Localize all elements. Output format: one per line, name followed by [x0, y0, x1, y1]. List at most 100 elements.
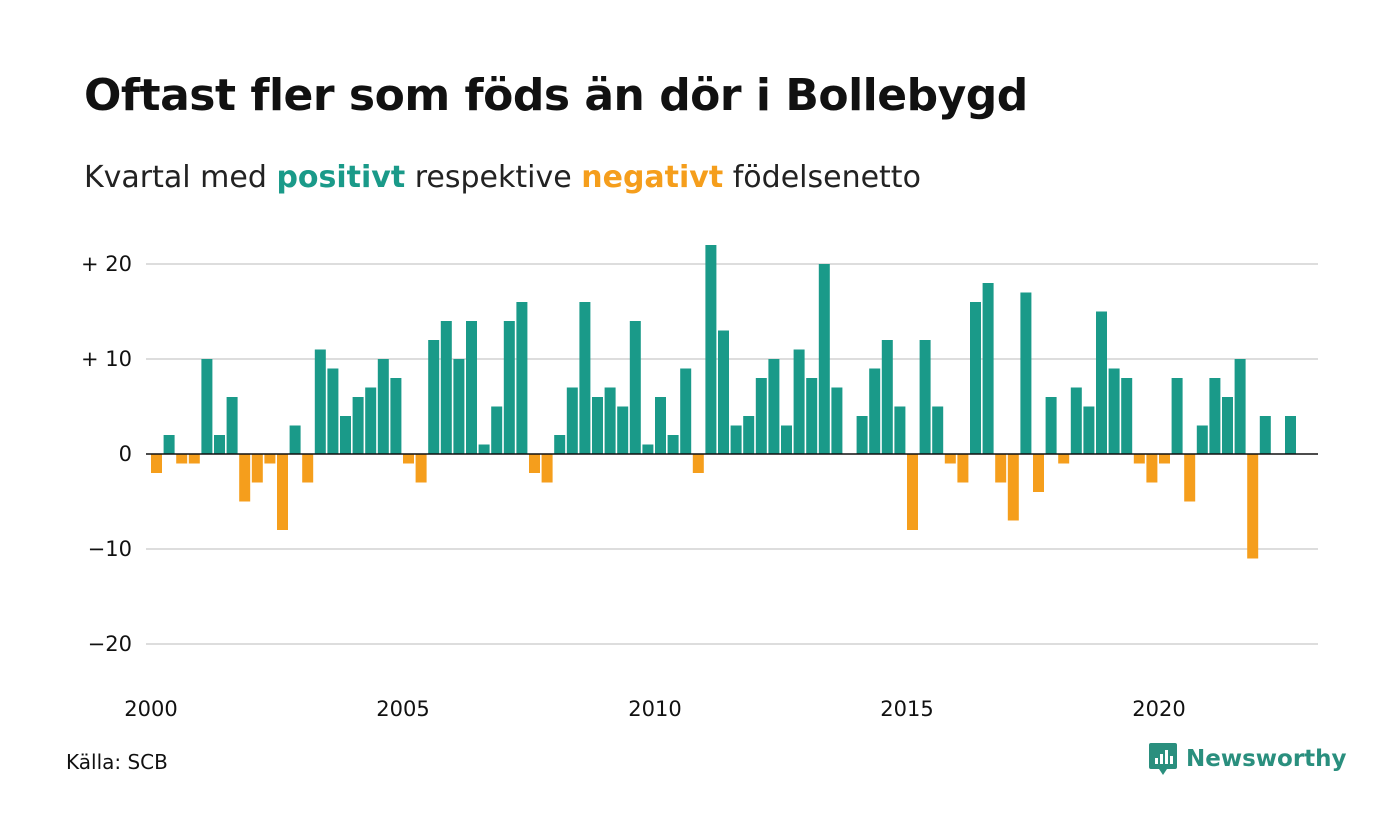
bar [289, 425, 301, 454]
bar [617, 406, 629, 454]
bar [781, 425, 792, 454]
bar [1108, 368, 1120, 454]
chart-title: Oftast fler som föds än dör i Bollebygd [84, 70, 1028, 121]
x-tick-label: 2005 [376, 697, 429, 721]
bar [327, 368, 339, 454]
bar [970, 302, 981, 454]
y-tick-label: 0 [119, 442, 132, 466]
y-tick-label: −20 [88, 632, 132, 656]
bar [957, 454, 969, 483]
brand-logo: Newsworthy [1148, 742, 1347, 776]
bar [1159, 454, 1170, 464]
bar [1121, 378, 1133, 454]
source-note: Källa: SCB [66, 750, 168, 774]
bar [503, 321, 515, 454]
bar [629, 321, 641, 454]
brand-name: Newsworthy [1186, 746, 1347, 772]
bar [818, 264, 830, 454]
bar [516, 302, 528, 454]
bar [1096, 311, 1107, 454]
bar [554, 435, 566, 454]
bar [894, 406, 906, 454]
bar [264, 454, 276, 464]
bar [692, 454, 704, 473]
bar [1222, 397, 1233, 454]
bar [1033, 454, 1044, 492]
bar [919, 340, 931, 454]
newsworthy-logo-icon [1149, 743, 1177, 775]
y-tick-label: −10 [88, 537, 132, 561]
bar [1083, 406, 1095, 454]
bar [755, 378, 767, 454]
bar [365, 387, 377, 454]
bar [982, 283, 994, 454]
bar [1234, 359, 1246, 454]
bars [151, 245, 1296, 559]
x-tick-label: 2015 [880, 697, 933, 721]
subtitle-negative-word: negativt [581, 160, 724, 195]
bar [667, 435, 679, 454]
bar [881, 340, 893, 454]
bar [377, 359, 389, 454]
bar [1007, 454, 1019, 521]
bar [1247, 454, 1259, 559]
bar [869, 368, 881, 454]
bar [491, 406, 503, 454]
bar [151, 454, 162, 473]
bar [1058, 454, 1070, 464]
bar [529, 454, 540, 473]
bar [944, 454, 956, 464]
x-tick-label: 2020 [1132, 697, 1185, 721]
bar [201, 359, 213, 454]
bar [415, 454, 427, 483]
bar [705, 245, 717, 454]
bar [566, 387, 578, 454]
subtitle-middle: respektive [414, 160, 572, 195]
bar [655, 397, 666, 454]
bar [466, 321, 477, 454]
bar [340, 416, 351, 454]
bar [1184, 454, 1196, 502]
bar [314, 349, 326, 454]
bar [1285, 416, 1296, 454]
bar [680, 368, 692, 454]
bar [390, 378, 402, 454]
bar [176, 454, 188, 464]
y-tick-label: + 20 [81, 252, 132, 276]
bar [1020, 292, 1032, 454]
bar [831, 387, 843, 454]
bar [1146, 454, 1158, 483]
bar [793, 349, 805, 454]
bar [251, 454, 263, 483]
chart-subtitle: Kvartal med positivt respektive negativt… [84, 160, 921, 195]
x-tick-label: 2000 [124, 697, 177, 721]
bar [453, 359, 465, 454]
y-tick-label: + 10 [81, 347, 132, 371]
bar [932, 406, 944, 454]
bar [806, 378, 818, 454]
bar [541, 454, 553, 483]
bar [403, 454, 414, 464]
bar [579, 302, 591, 454]
bar [478, 444, 490, 454]
bar [188, 454, 200, 464]
bar [1259, 416, 1271, 454]
bar [1196, 425, 1208, 454]
bar [1209, 378, 1221, 454]
bar [743, 416, 755, 454]
bar [730, 425, 742, 454]
bar [604, 387, 616, 454]
bar [1171, 378, 1183, 454]
bar [1070, 387, 1082, 454]
grid-lines [146, 263, 1318, 645]
bar [214, 435, 225, 454]
bar [352, 397, 364, 454]
bar [428, 340, 440, 454]
bar [302, 454, 314, 483]
subtitle-suffix: födelsenetto [732, 160, 921, 195]
subtitle-prefix: Kvartal med [84, 160, 267, 195]
bar [277, 454, 288, 530]
bar [592, 397, 603, 454]
bar [768, 359, 780, 454]
bar [995, 454, 1007, 483]
